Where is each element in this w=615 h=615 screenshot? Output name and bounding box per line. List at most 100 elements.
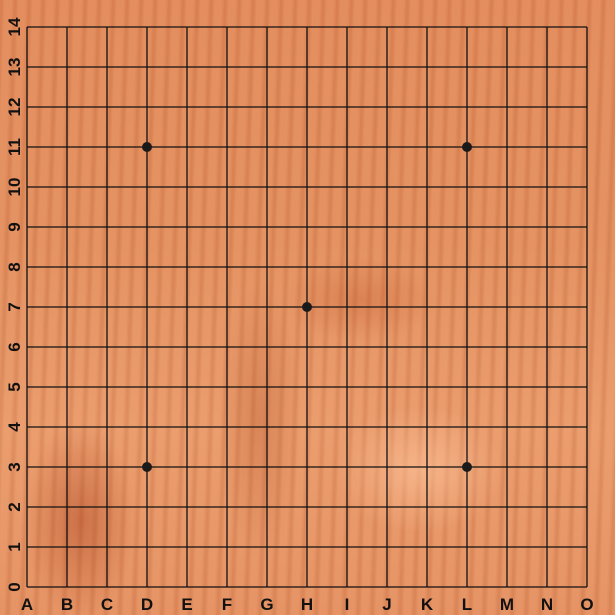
board-intersection[interactable] (415, 135, 439, 159)
board-intersection[interactable] (575, 335, 599, 359)
board-intersection[interactable] (535, 495, 559, 519)
board-intersection[interactable] (495, 15, 519, 39)
board-intersection[interactable] (55, 295, 79, 319)
board-intersection[interactable] (375, 335, 399, 359)
board-intersection[interactable] (415, 15, 439, 39)
board-intersection[interactable] (95, 215, 119, 239)
board-intersection[interactable] (335, 295, 359, 319)
board-intersection[interactable] (455, 55, 479, 79)
board-intersection[interactable] (495, 375, 519, 399)
board-intersection[interactable] (495, 175, 519, 199)
board-intersection[interactable] (495, 455, 519, 479)
board-intersection[interactable] (55, 15, 79, 39)
board-intersection[interactable] (495, 495, 519, 519)
board-intersection[interactable] (455, 95, 479, 119)
board-intersection[interactable] (175, 375, 199, 399)
board-intersection[interactable] (255, 55, 279, 79)
board-intersection[interactable] (375, 175, 399, 199)
board-intersection[interactable] (575, 15, 599, 39)
board-intersection[interactable] (535, 575, 559, 599)
board-intersection[interactable] (335, 575, 359, 599)
board-intersection[interactable] (535, 415, 559, 439)
board-intersection[interactable] (295, 95, 319, 119)
board-intersection[interactable] (15, 495, 39, 519)
board-intersection[interactable] (535, 535, 559, 559)
board-intersection[interactable] (255, 335, 279, 359)
board-intersection[interactable] (375, 455, 399, 479)
board-intersection[interactable] (335, 95, 359, 119)
board-intersection[interactable] (15, 575, 39, 599)
board-intersection[interactable] (95, 415, 119, 439)
board-intersection[interactable] (495, 95, 519, 119)
board-intersection[interactable] (495, 55, 519, 79)
board-intersection[interactable] (495, 575, 519, 599)
board-intersection[interactable] (415, 175, 439, 199)
board-intersection[interactable] (95, 535, 119, 559)
board-intersection[interactable] (215, 375, 239, 399)
board-intersection[interactable] (375, 55, 399, 79)
board-intersection[interactable] (415, 415, 439, 439)
board-intersection[interactable] (135, 335, 159, 359)
board-intersection[interactable] (215, 95, 239, 119)
board-intersection[interactable] (575, 375, 599, 399)
board-intersection[interactable] (575, 575, 599, 599)
board-intersection[interactable] (335, 375, 359, 399)
board-intersection[interactable] (175, 95, 199, 119)
board-intersection[interactable] (15, 455, 39, 479)
board-intersection[interactable] (295, 415, 319, 439)
board-intersection[interactable] (175, 15, 199, 39)
board-intersection[interactable] (415, 535, 439, 559)
board-intersection[interactable] (215, 175, 239, 199)
board-intersection[interactable] (95, 455, 119, 479)
board-intersection[interactable] (335, 335, 359, 359)
board-intersection[interactable] (455, 415, 479, 439)
board-intersection[interactable] (375, 95, 399, 119)
board-intersection[interactable] (295, 15, 319, 39)
board-intersection[interactable] (335, 415, 359, 439)
board-intersection[interactable] (55, 135, 79, 159)
board-intersection[interactable] (375, 535, 399, 559)
board-intersection[interactable] (255, 175, 279, 199)
board-intersection[interactable] (55, 375, 79, 399)
board-intersection[interactable] (135, 95, 159, 119)
board-intersection[interactable] (55, 455, 79, 479)
board-intersection[interactable] (255, 415, 279, 439)
board-intersection[interactable] (455, 375, 479, 399)
board-intersection[interactable] (535, 175, 559, 199)
board-intersection[interactable] (535, 95, 559, 119)
board-intersection[interactable] (95, 255, 119, 279)
board-intersection[interactable] (335, 535, 359, 559)
board-intersection[interactable] (135, 255, 159, 279)
board-intersection[interactable] (335, 55, 359, 79)
board-intersection[interactable] (15, 375, 39, 399)
board-intersection[interactable] (15, 95, 39, 119)
board-intersection[interactable] (495, 255, 519, 279)
board-intersection[interactable] (95, 175, 119, 199)
board-intersection[interactable] (255, 295, 279, 319)
board-intersection[interactable] (255, 375, 279, 399)
board-intersection[interactable] (535, 455, 559, 479)
board-intersection[interactable] (415, 495, 439, 519)
board-intersection[interactable] (295, 175, 319, 199)
board-intersection[interactable] (455, 135, 479, 159)
board-intersection[interactable] (335, 175, 359, 199)
board-intersection[interactable] (335, 255, 359, 279)
board-intersection[interactable] (455, 15, 479, 39)
board-intersection[interactable] (535, 15, 559, 39)
board-intersection[interactable] (175, 135, 199, 159)
board-intersection[interactable] (15, 335, 39, 359)
board-intersection[interactable] (15, 295, 39, 319)
board-intersection[interactable] (535, 215, 559, 239)
board-intersection[interactable] (455, 335, 479, 359)
board-intersection[interactable] (295, 215, 319, 239)
board-intersection[interactable] (295, 135, 319, 159)
board-intersection[interactable] (415, 255, 439, 279)
board-intersection[interactable] (375, 495, 399, 519)
board-intersection[interactable] (535, 295, 559, 319)
board-intersection[interactable] (55, 175, 79, 199)
board-intersection[interactable] (295, 335, 319, 359)
board-intersection[interactable] (575, 255, 599, 279)
board-intersection[interactable] (55, 335, 79, 359)
board-intersection[interactable] (575, 295, 599, 319)
